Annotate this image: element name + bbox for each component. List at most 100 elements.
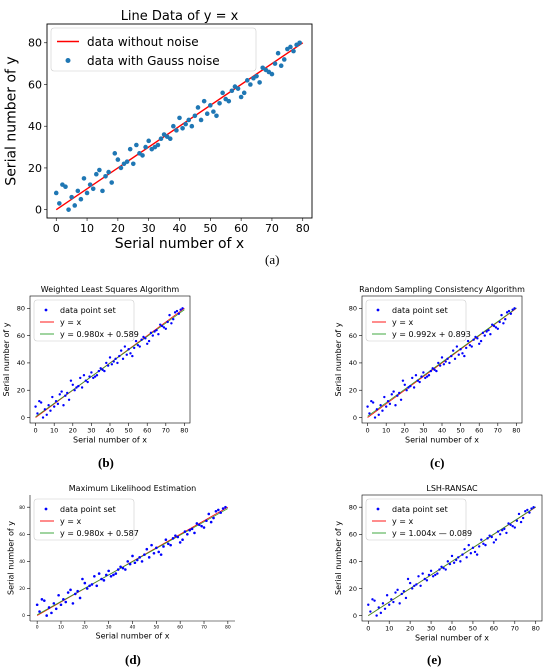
data-point	[511, 524, 514, 528]
data-point	[526, 508, 529, 512]
data-point	[377, 606, 380, 609]
data-point	[106, 169, 111, 175]
data-point	[457, 353, 460, 356]
data-point	[411, 587, 414, 590]
data-point	[140, 153, 145, 158]
data-point	[528, 511, 531, 514]
data-point	[97, 369, 101, 373]
data-point	[480, 538, 483, 541]
data-point	[486, 537, 489, 540]
data-point	[207, 512, 211, 516]
y-tick-label: 80	[17, 305, 25, 313]
data-point	[435, 369, 438, 373]
legend-label: data point set	[392, 306, 448, 315]
data-point	[379, 404, 382, 407]
data-point	[404, 596, 408, 600]
data-point	[466, 339, 470, 343]
data-point	[478, 545, 481, 548]
data-point	[171, 537, 175, 540]
y-tick-label: 20	[349, 387, 357, 395]
data-point	[143, 553, 146, 556]
data-point	[119, 349, 123, 352]
data-point	[125, 353, 128, 356]
data-point	[371, 598, 374, 601]
data-point	[178, 541, 182, 544]
data-point	[59, 603, 63, 607]
data-point	[414, 374, 418, 377]
data-point	[93, 375, 97, 378]
data-point	[162, 545, 165, 548]
data-point	[126, 560, 130, 563]
data-point	[453, 357, 457, 361]
data-point	[116, 361, 119, 365]
data-point	[176, 535, 180, 539]
data-point	[429, 569, 433, 573]
data-point	[81, 176, 87, 181]
data-point	[217, 100, 222, 106]
y-axis-label: Serial number of y	[334, 521, 343, 595]
data-point	[80, 386, 84, 389]
data-point	[482, 542, 485, 545]
data-point	[367, 603, 370, 606]
data-point	[381, 409, 384, 412]
data-point	[388, 603, 391, 606]
x-tick-label: 20	[69, 427, 77, 435]
x-tick-label: 70	[265, 222, 279, 235]
data-point	[52, 602, 56, 605]
data-point	[235, 86, 241, 91]
data-point	[411, 376, 414, 380]
data-point	[427, 573, 431, 577]
data-point	[507, 522, 510, 525]
chart-panel-4: Maximum Likelihood Estimation 0 10 20 30 40 50…	[7, 484, 235, 641]
x-tick-label: 50	[456, 427, 464, 435]
data-point	[56, 402, 60, 406]
data-point	[157, 333, 160, 336]
data-point	[496, 327, 500, 330]
series-line-no-noise	[55, 42, 304, 211]
data-point	[484, 543, 487, 547]
data-point	[366, 405, 369, 408]
data-point	[138, 556, 141, 559]
y-tick-label: 60	[349, 531, 357, 539]
x-axis-label: Serial number of x	[115, 236, 244, 252]
data-point	[479, 339, 483, 343]
data-point	[408, 581, 412, 585]
y-tick-label: 20	[349, 585, 357, 593]
data-point	[99, 367, 102, 370]
data-point	[500, 313, 503, 317]
data-point	[386, 399, 390, 403]
data-point	[181, 538, 184, 542]
data-point	[159, 553, 163, 556]
data-point	[422, 371, 425, 374]
data-point	[62, 404, 65, 407]
x-tick-label: 0	[53, 222, 60, 235]
data-point	[168, 313, 171, 317]
data-point	[503, 527, 506, 531]
data-point	[417, 575, 420, 578]
data-point	[211, 109, 216, 114]
data-point	[226, 98, 232, 104]
data-point	[135, 558, 139, 562]
data-point	[153, 330, 156, 333]
x-tick-label: 0	[34, 427, 38, 435]
data-point	[73, 389, 76, 392]
x-tick-label: 0	[366, 625, 370, 633]
data-point	[143, 144, 148, 150]
data-point	[134, 339, 138, 343]
data-point	[446, 357, 449, 361]
y-tick-label: 60	[19, 532, 25, 538]
data-point	[450, 554, 454, 558]
data-point	[49, 409, 52, 412]
data-point	[381, 602, 385, 605]
data-point	[118, 354, 121, 358]
data-point	[180, 126, 185, 131]
x-tick-label: 10	[80, 222, 94, 235]
x-tick-label: 60	[177, 625, 183, 631]
data-point	[375, 408, 379, 411]
data-point	[212, 516, 215, 520]
data-point	[146, 342, 149, 345]
data-point	[105, 361, 108, 365]
data-point	[127, 348, 130, 351]
legend-label: data point set	[392, 505, 448, 514]
caption-c: (c)	[430, 455, 445, 470]
